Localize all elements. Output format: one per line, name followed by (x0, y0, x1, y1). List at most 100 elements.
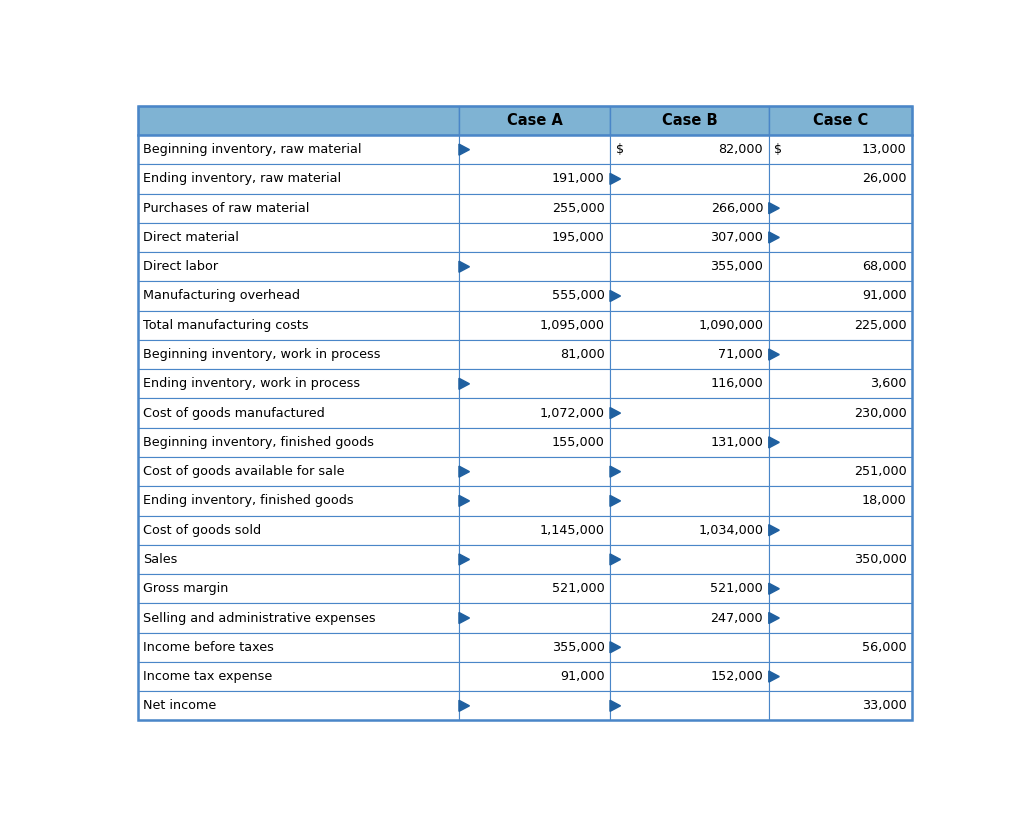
Bar (769, 486, 912, 515)
Bar (459, 574, 610, 604)
Text: Ending inventory, finished goods: Ending inventory, finished goods (143, 494, 353, 507)
Polygon shape (610, 466, 621, 477)
Text: 1,034,000: 1,034,000 (698, 524, 763, 537)
Bar (610, 457, 769, 486)
Bar (610, 106, 769, 135)
Text: Beginning inventory, work in process: Beginning inventory, work in process (143, 348, 381, 361)
Bar (769, 662, 912, 691)
Bar (610, 252, 769, 281)
Polygon shape (769, 583, 779, 595)
Polygon shape (769, 349, 779, 360)
Bar (459, 311, 610, 340)
Bar (769, 545, 912, 574)
Bar (610, 369, 769, 398)
Bar (769, 194, 912, 222)
Bar (137, 691, 459, 721)
Bar (769, 222, 912, 252)
Polygon shape (459, 378, 469, 389)
Text: Ending inventory, raw material: Ending inventory, raw material (143, 173, 341, 186)
Text: Selling and administrative expenses: Selling and administrative expenses (143, 612, 376, 624)
Text: 247,000: 247,000 (711, 612, 763, 624)
Text: 56,000: 56,000 (862, 640, 906, 654)
Bar (459, 545, 610, 574)
Text: 555,000: 555,000 (552, 290, 604, 303)
Bar (137, 662, 459, 691)
Text: 1,095,000: 1,095,000 (540, 319, 604, 332)
Bar (459, 515, 610, 545)
Bar (610, 311, 769, 340)
Text: 71,000: 71,000 (719, 348, 763, 361)
Bar (137, 222, 459, 252)
Polygon shape (610, 496, 621, 506)
Bar (459, 662, 610, 691)
Bar (610, 632, 769, 662)
Bar (769, 164, 912, 194)
Bar (769, 428, 912, 457)
Bar (459, 486, 610, 515)
Text: 131,000: 131,000 (711, 436, 763, 449)
Bar (459, 222, 610, 252)
Text: 26,000: 26,000 (862, 173, 906, 186)
Bar (769, 340, 912, 369)
Bar (610, 281, 769, 311)
Text: 255,000: 255,000 (552, 202, 604, 214)
Text: 155,000: 155,000 (552, 436, 604, 449)
Bar (137, 106, 459, 135)
Text: 307,000: 307,000 (711, 231, 763, 244)
Bar (459, 604, 610, 632)
Bar (769, 632, 912, 662)
Bar (459, 691, 610, 721)
Bar (459, 194, 610, 222)
Bar (610, 340, 769, 369)
Bar (459, 457, 610, 486)
Text: 230,000: 230,000 (854, 407, 906, 420)
Bar (769, 252, 912, 281)
Text: Cost of goods available for sale: Cost of goods available for sale (143, 465, 345, 479)
Text: Gross margin: Gross margin (143, 582, 228, 596)
Bar (137, 194, 459, 222)
Text: Cost of goods sold: Cost of goods sold (143, 524, 261, 537)
Bar (610, 545, 769, 574)
Bar (769, 369, 912, 398)
Text: 191,000: 191,000 (552, 173, 604, 186)
Bar (137, 486, 459, 515)
Bar (769, 604, 912, 632)
Text: 82,000: 82,000 (719, 143, 763, 156)
Text: 13,000: 13,000 (862, 143, 906, 156)
Text: $: $ (615, 143, 624, 156)
Bar (137, 515, 459, 545)
Polygon shape (459, 496, 469, 506)
Text: Beginning inventory, finished goods: Beginning inventory, finished goods (143, 436, 374, 449)
Text: Case C: Case C (813, 113, 868, 128)
Bar (610, 486, 769, 515)
Bar (610, 398, 769, 428)
Text: 225,000: 225,000 (854, 319, 906, 332)
Polygon shape (459, 144, 469, 155)
Bar (137, 632, 459, 662)
Bar (137, 574, 459, 604)
Polygon shape (459, 261, 469, 272)
Bar (610, 515, 769, 545)
Bar (610, 164, 769, 194)
Bar (769, 281, 912, 311)
Bar (610, 428, 769, 457)
Text: 116,000: 116,000 (711, 377, 763, 390)
Bar (610, 135, 769, 164)
Polygon shape (610, 641, 621, 653)
Bar (137, 135, 459, 164)
Bar (459, 106, 610, 135)
Text: 1,072,000: 1,072,000 (540, 407, 604, 420)
Bar (137, 369, 459, 398)
Polygon shape (459, 466, 469, 477)
Text: Income before taxes: Income before taxes (143, 640, 274, 654)
Text: Beginning inventory, raw material: Beginning inventory, raw material (143, 143, 361, 156)
Polygon shape (459, 554, 469, 565)
Bar (137, 164, 459, 194)
Text: Ending inventory, work in process: Ending inventory, work in process (143, 377, 360, 390)
Polygon shape (769, 524, 779, 536)
Bar (137, 311, 459, 340)
Bar (459, 369, 610, 398)
Polygon shape (610, 290, 621, 302)
Bar (137, 340, 459, 369)
Bar (137, 545, 459, 574)
